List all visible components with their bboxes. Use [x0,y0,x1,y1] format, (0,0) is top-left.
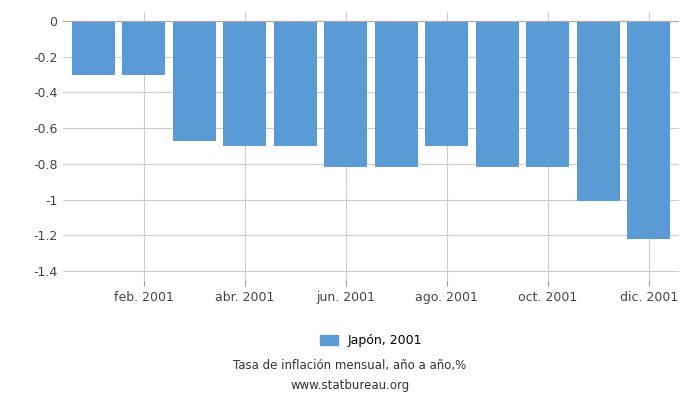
Bar [122,21,165,74]
Bar [72,21,115,74]
Bar [274,21,316,146]
Bar [173,21,216,141]
Bar [374,21,418,168]
Text: www.statbureau.org: www.statbureau.org [290,380,410,392]
Text: Tasa de inflación mensual, año a año,%: Tasa de inflación mensual, año a año,% [233,360,467,372]
Legend: Japón, 2001: Japón, 2001 [320,334,422,348]
Bar [223,21,266,146]
Bar [577,21,620,201]
Bar [324,21,368,168]
Bar [526,21,569,168]
Bar [627,21,670,239]
Bar [426,21,468,146]
Bar [476,21,519,168]
